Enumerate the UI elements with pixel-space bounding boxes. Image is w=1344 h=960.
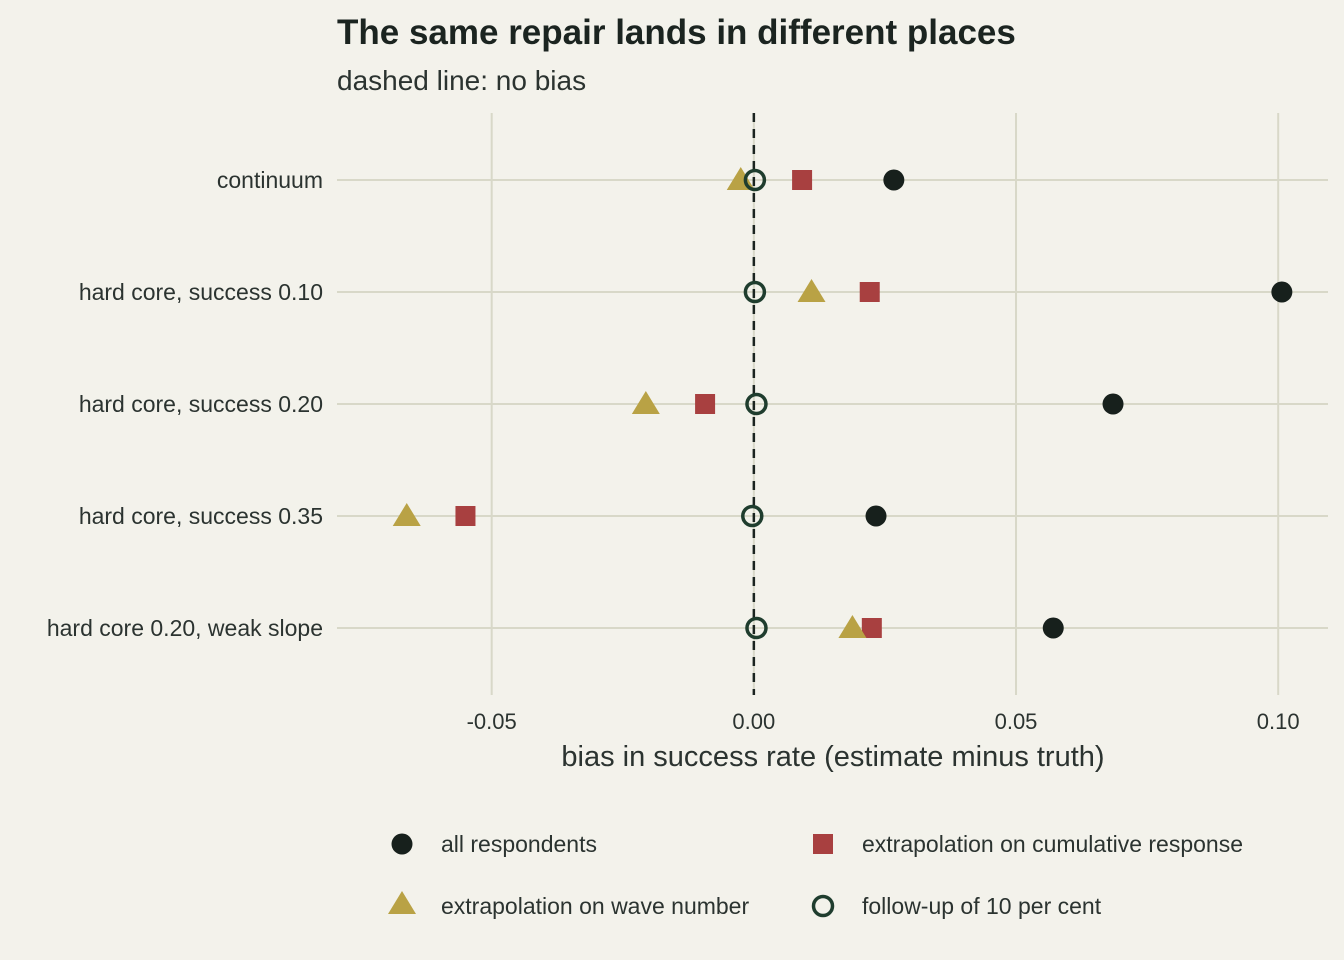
data-point-filled-circle	[883, 169, 905, 191]
legend: all respondents extrapolation on cumulati…	[388, 831, 1243, 919]
data-point-square	[861, 618, 882, 638]
data-point-triangle	[392, 503, 421, 526]
legend-label: extrapolation on cumulative response	[862, 831, 1243, 857]
chart-subtitle: dashed line: no bias	[337, 65, 586, 96]
data-point-open-circle	[743, 280, 767, 304]
legend-marker-square	[813, 834, 833, 854]
y-tick-label: hard core, success 0.35	[79, 503, 323, 529]
x-tick-label: 0.05	[995, 709, 1038, 734]
data-point-filled-circle	[865, 505, 887, 527]
y-axis-tick-labels: continuum hard core, success 0.10 hard cor…	[47, 167, 323, 641]
legend-marker-open-circle	[811, 894, 835, 918]
legend-label: all respondents	[441, 831, 597, 857]
y-tick-label: hard core, success 0.10	[79, 279, 323, 305]
data-point-triangle	[838, 615, 867, 638]
data-point-square	[792, 170, 813, 190]
x-axis-label: bias in success rate (estimate minus tru…	[561, 741, 1104, 773]
x-tick-label: -0.05	[467, 709, 517, 734]
y-tick-label: hard core 0.20, weak slope	[47, 615, 323, 641]
data-point-filled-circle	[1271, 281, 1293, 303]
data-point-open-circle	[741, 504, 764, 528]
data-point-square	[455, 506, 476, 526]
data-point-open-circle	[743, 168, 767, 192]
x-tick-label: 0.10	[1257, 709, 1300, 734]
y-tick-label: hard core, success 0.20	[79, 391, 323, 417]
data-point-square	[859, 282, 880, 302]
data-point-triangle	[631, 391, 660, 414]
data-point-triangle	[797, 279, 826, 302]
x-axis-tick-labels: -0.05 0.00 0.05 0.10	[467, 709, 1300, 734]
grid	[337, 113, 1328, 695]
data-points	[392, 167, 1293, 640]
chart-title: The same repair lands in different place…	[337, 13, 1016, 52]
legend-marker-filled-circle	[391, 833, 413, 855]
data-point-open-circle	[745, 616, 768, 640]
y-tick-label: continuum	[217, 167, 323, 193]
legend-label: follow-up of 10 per cent	[862, 893, 1102, 919]
data-point-open-circle	[745, 392, 768, 416]
data-point-square	[695, 394, 716, 414]
legend-marker-triangle	[388, 891, 416, 914]
data-point-filled-circle	[1102, 393, 1124, 415]
x-tick-label: 0.00	[732, 709, 775, 734]
legend-label: extrapolation on wave number	[441, 893, 749, 919]
data-point-filled-circle	[1042, 617, 1064, 639]
